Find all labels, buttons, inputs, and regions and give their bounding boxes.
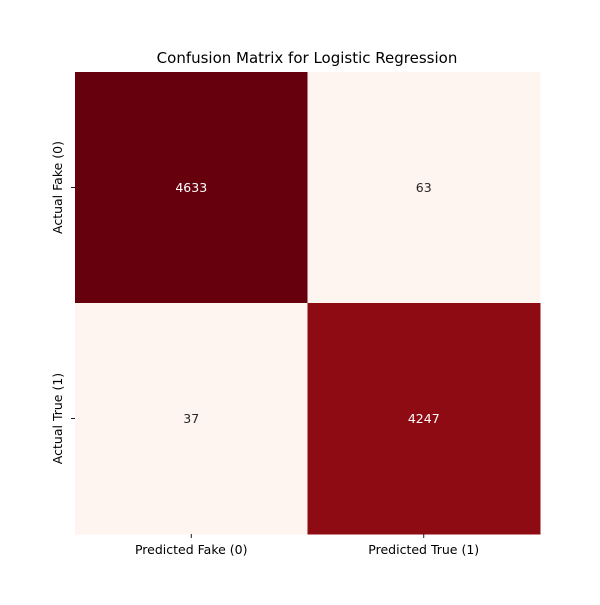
heatmap-cell-r1-c0 — [75, 303, 308, 535]
y-axis: Actual Fake (0) Actual True (1) — [50, 141, 75, 464]
cell-value-label-r1-c1: 4247 — [408, 411, 440, 426]
y-tick-label: Actual True (1) — [50, 373, 65, 464]
x-tick-label: Predicted Fake (0) — [135, 542, 248, 557]
heatmap-cell-r0-c0 — [75, 72, 308, 304]
heatmap-cell-r1-c1 — [307, 303, 541, 535]
heatmap-cells — [75, 72, 541, 535]
y-tick-label: Actual Fake (0) — [50, 141, 65, 234]
heatmap-cell-labels: 4633 63 37 4247 — [175, 180, 439, 426]
cell-value-label-r0-c0: 4633 — [175, 180, 207, 195]
x-tick-label: Predicted True (1) — [368, 542, 479, 557]
heatmap-cell-r0-c1 — [307, 72, 541, 304]
cell-value-label-r1-c0: 37 — [183, 411, 199, 426]
x-axis: Predicted Fake (0) Predicted True (1) — [135, 534, 479, 557]
cell-value-label-r0-c1: 63 — [416, 180, 432, 195]
chart-title: Confusion Matrix for Logistic Regression — [157, 49, 458, 67]
